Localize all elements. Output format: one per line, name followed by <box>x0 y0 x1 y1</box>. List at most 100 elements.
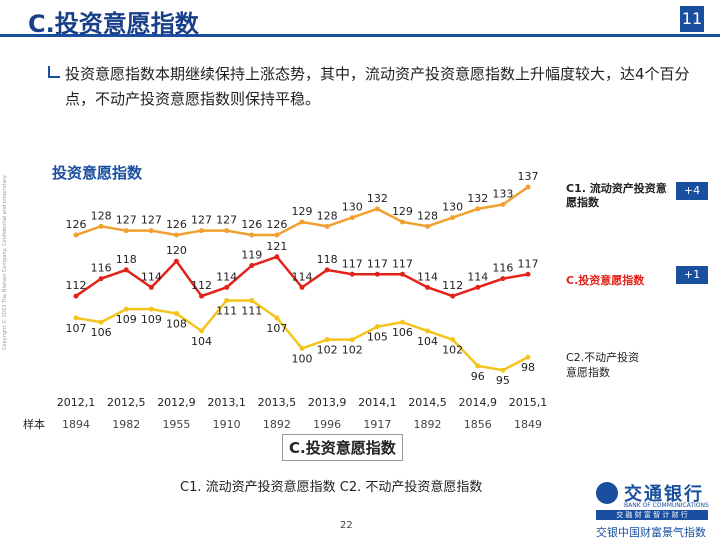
data-label: 127 <box>116 214 137 227</box>
point <box>399 219 405 225</box>
data-label: 114 <box>417 270 438 283</box>
data-label: 126 <box>166 218 187 231</box>
data-label: 118 <box>317 253 338 266</box>
change-badge: +4 <box>676 182 708 200</box>
point <box>249 263 255 269</box>
data-label: 119 <box>241 249 262 262</box>
point <box>349 215 355 221</box>
point <box>299 345 305 351</box>
point <box>500 202 506 208</box>
point <box>374 271 380 277</box>
data-label: 128 <box>317 209 338 222</box>
data-label: 102 <box>442 344 463 357</box>
point <box>98 319 104 325</box>
data-label: 109 <box>116 313 137 326</box>
point <box>224 228 230 234</box>
data-label: 109 <box>141 313 162 326</box>
data-label: 132 <box>467 192 488 205</box>
index-name: 交银中国财富景气指数 <box>596 526 706 539</box>
sample-value: 1910 <box>213 418 241 431</box>
point <box>525 354 531 360</box>
point <box>199 293 205 299</box>
point <box>525 184 531 190</box>
point <box>148 228 154 234</box>
bank-slogan: 交 融 财 富 智 计 财 行 <box>596 510 708 520</box>
data-label: 114 <box>292 270 313 283</box>
point <box>123 228 129 234</box>
point <box>148 306 154 312</box>
data-label: 111 <box>241 304 262 317</box>
data-label: 129 <box>392 205 413 218</box>
x-tick-label: 2012,5 <box>107 396 146 409</box>
bank-logo <box>596 482 618 504</box>
point <box>475 206 481 212</box>
sample-value: 1892 <box>263 418 291 431</box>
data-label: 128 <box>417 209 438 222</box>
footer-note: C1. 流动资产投资意愿指数 C2. 不动产投资意愿指数 <box>180 480 483 495</box>
point <box>475 363 481 369</box>
data-label: 107 <box>66 322 87 335</box>
data-label: 116 <box>91 262 112 275</box>
data-label: 108 <box>166 318 187 331</box>
data-label: 133 <box>492 188 513 201</box>
data-label: 127 <box>191 214 212 227</box>
point <box>173 232 179 238</box>
series-label-c1: C1. 流动资产投资意愿指数 <box>566 182 667 209</box>
point <box>450 215 456 221</box>
bullet-icon <box>48 66 60 78</box>
footer-page: 22 <box>340 520 353 531</box>
point <box>274 254 280 260</box>
sample-value: 1892 <box>414 418 442 431</box>
point <box>425 328 431 334</box>
data-label: 111 <box>216 304 237 317</box>
point <box>425 223 431 229</box>
data-label: 104 <box>191 335 212 348</box>
point <box>349 271 355 277</box>
x-tick-label: 2012,9 <box>157 396 196 409</box>
point <box>374 324 380 330</box>
data-label: 127 <box>216 214 237 227</box>
data-label: 126 <box>241 218 262 231</box>
data-label: 120 <box>166 244 187 257</box>
page-number: 11 <box>680 6 704 32</box>
x-tick-label: 2013,1 <box>207 396 246 409</box>
point <box>299 284 305 290</box>
data-label: 114 <box>141 270 162 283</box>
point <box>123 306 129 312</box>
sample-label: 样本 <box>23 417 45 431</box>
data-label: 102 <box>317 344 338 357</box>
point <box>525 271 531 277</box>
data-label: 121 <box>266 240 287 253</box>
x-tick-label: 2014,5 <box>408 396 447 409</box>
point <box>399 319 405 325</box>
data-label: 116 <box>492 262 513 275</box>
point <box>98 223 104 229</box>
data-label: 112 <box>442 279 463 292</box>
data-label: 98 <box>521 361 535 374</box>
data-label: 106 <box>91 326 112 339</box>
data-label: 104 <box>417 335 438 348</box>
data-label: 129 <box>292 205 313 218</box>
point <box>173 258 179 264</box>
data-label: 106 <box>392 326 413 339</box>
data-label: 130 <box>342 201 363 214</box>
data-label: 127 <box>141 214 162 227</box>
data-label: 95 <box>496 374 510 387</box>
title-rule <box>0 34 720 37</box>
point <box>73 232 79 238</box>
point <box>199 328 205 334</box>
point <box>249 297 255 303</box>
point <box>324 267 330 273</box>
data-label: 117 <box>342 257 363 270</box>
series-label-c2: C2.不动产投资意愿指数 <box>566 351 640 379</box>
sample-value: 1955 <box>162 418 190 431</box>
point <box>450 293 456 299</box>
bank-en: BANK OF COMMUNICATIONS <box>624 502 709 509</box>
point <box>374 206 380 212</box>
data-label: 137 <box>518 170 539 183</box>
point <box>349 337 355 343</box>
data-label: 112 <box>191 279 212 292</box>
x-tick-label: 2013,5 <box>258 396 297 409</box>
data-label: 100 <box>292 352 313 365</box>
